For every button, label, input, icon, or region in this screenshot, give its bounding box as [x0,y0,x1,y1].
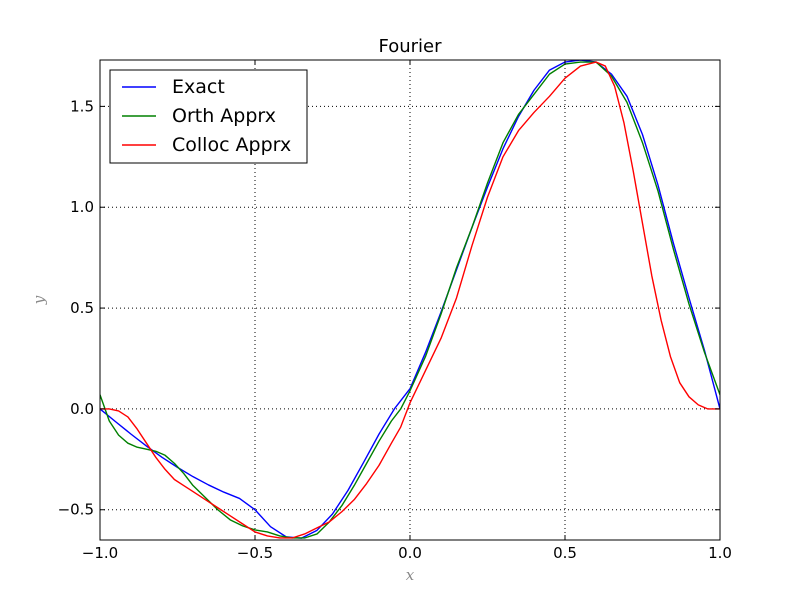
y-tick-label: 0.0 [70,400,94,418]
ticks: −1.0 −0.5 0.0 0.5 1.0 −0.5 0.0 0.5 1.0 1.5 [58,60,732,562]
x-tick-label: 0.0 [398,544,422,562]
series-line-exact [100,60,720,539]
y-axis-label: y [30,295,48,305]
legend-label: Colloc Apprx [172,134,291,156]
legend: Exact Orth Apprx Colloc Apprx [109,69,308,164]
legend-label: Orth Apprx [172,105,276,127]
y-tick-label: 0.5 [70,299,94,317]
x-tick-label: −1.0 [82,544,118,562]
y-tick-label: 1.0 [70,198,94,216]
x-tick-label: 1.0 [708,544,732,562]
x-tick-label: 0.5 [553,544,577,562]
y-tick-label: −0.5 [58,501,94,519]
x-tick-label: −0.5 [237,544,273,562]
chart-title: Fourier [378,36,442,57]
series-line-colloc-apprx [100,61,720,539]
legend-label: Exact [172,76,225,98]
series-layer [100,60,720,539]
y-tick-label: 1.5 [70,97,94,115]
x-axis-label: x [406,566,415,584]
